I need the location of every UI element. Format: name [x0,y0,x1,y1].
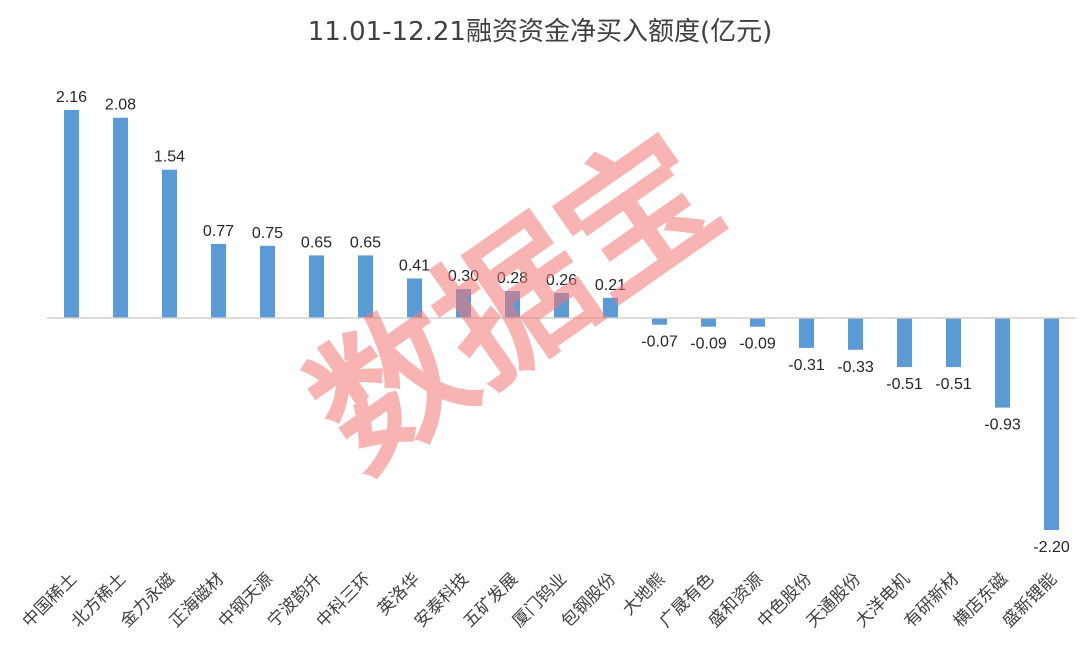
data-label: -0.51 [935,376,972,393]
data-label: 0.41 [399,258,430,275]
bar [554,293,569,318]
category-label: 盛新锂能 [999,569,1061,631]
data-label: 0.65 [350,234,381,251]
data-label: 0.65 [301,234,332,251]
bar [113,117,128,318]
bar [211,243,226,318]
bar [995,318,1010,408]
data-label: 2.16 [56,89,87,106]
data-label: 0.28 [497,270,528,287]
bar [456,289,471,318]
bar [1044,318,1059,530]
category-label-group: 中国稀土北方稀土金力永磁正海磁材中钢天源宁波韵升中科三环英洛华安泰科技五矿发展厦… [19,569,1061,631]
bar [162,169,177,318]
data-label: 0.77 [203,223,234,240]
category-label: 包钢股份 [558,569,620,631]
bar [358,255,373,318]
data-label: -0.07 [641,334,678,351]
data-label: 0.30 [448,268,479,285]
data-label: 0.26 [546,272,577,289]
value-label-group: 2.16 2.08 1.54 0.77 0.75 0.65 0.65 0.41 0.30 0.28… [56,89,1070,556]
bar-group [64,110,1059,530]
bar [505,291,520,318]
data-label: 2.08 [105,97,136,114]
bar [603,297,618,318]
bar [309,255,324,318]
data-label: -0.31 [788,357,825,374]
data-label: -0.93 [984,417,1021,434]
data-label: -0.51 [886,376,923,393]
data-label: -0.33 [837,359,874,376]
bar [897,318,912,368]
bar [701,318,716,327]
bar [407,278,422,318]
data-label: 0.75 [252,225,283,242]
bar [750,318,765,327]
watermark: 数据宝 [282,103,750,504]
bar [64,110,79,318]
bar [799,318,814,348]
data-label: -0.09 [739,336,776,353]
category-label: 中科三环 [313,569,375,631]
bar [848,318,863,350]
data-label: 0.21 [595,277,626,294]
data-label: -0.09 [690,336,727,353]
data-label: -2.20 [1033,539,1070,556]
data-label: 1.54 [154,149,185,166]
bar [652,318,667,325]
chart-title: 11.01-12.21融资资金净买入额度(亿元) [308,17,773,47]
bar [946,318,961,368]
bar [260,245,275,318]
